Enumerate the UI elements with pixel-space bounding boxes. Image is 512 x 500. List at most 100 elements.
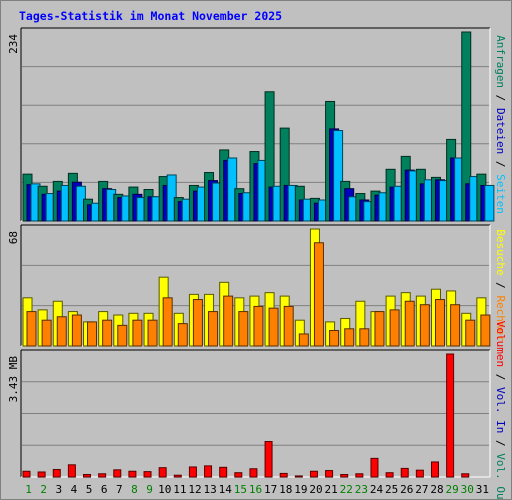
legend-separator: / (494, 276, 507, 296)
bar-volumen (461, 473, 470, 478)
legend-entry: Anfragen (494, 35, 507, 88)
bar-rechner (102, 319, 113, 347)
bar-volumen (340, 473, 349, 478)
x-tick-label: 17 (264, 483, 277, 496)
bar-rechner (344, 328, 355, 347)
x-tick-label: 4 (71, 483, 78, 496)
x-tick-label: 9 (146, 483, 153, 496)
bar-volumen (52, 468, 61, 478)
bar-rechner (298, 333, 309, 347)
legend-entry: Rechner (494, 295, 507, 342)
bar-volumen (204, 465, 213, 478)
x-tick-label: 13 (203, 483, 216, 496)
y-max-label: 3.43 MB (7, 356, 20, 403)
legend-entry: Volumen (494, 321, 507, 367)
bar-volumen (430, 461, 439, 478)
bar-rechner (434, 299, 445, 347)
bar-rechner (87, 321, 98, 347)
legend-separator: / (494, 367, 507, 387)
bar-volumen (370, 457, 379, 478)
bar-volumen (98, 473, 107, 478)
legend-separator: / (494, 433, 507, 453)
chart-title: Tages-Statistik im Monat November 2025 (19, 9, 283, 23)
x-tick-label: 14 (219, 483, 233, 496)
bar-volumen (415, 469, 424, 478)
bar-rechner (329, 330, 340, 347)
bar-rechner (253, 305, 264, 347)
x-tick-label: 29 (446, 483, 459, 496)
bar-rechner (56, 316, 67, 347)
x-tick-label: 31 (476, 483, 489, 496)
legend-entry: Vol. Out (494, 453, 507, 500)
bar-rechner (389, 309, 400, 347)
bar-rechner (26, 311, 37, 347)
x-tick-label: 16 (249, 483, 262, 496)
bar-seiten (484, 184, 495, 222)
legend: Volumen / Vol. In / Vol. Out (494, 321, 507, 500)
bar-volumen (446, 353, 455, 478)
bar-rechner (283, 305, 294, 347)
x-tick-label: 8 (131, 483, 138, 496)
bar-rechner (313, 242, 324, 347)
bar-volumen (385, 472, 394, 478)
x-tick-label: 11 (173, 483, 186, 496)
x-tick-label: 10 (158, 483, 171, 496)
bar-volumen (279, 472, 288, 478)
x-tick-label: 24 (370, 483, 384, 496)
bar-seiten (333, 130, 344, 222)
bar-volumen (83, 473, 92, 478)
bar-rechner (162, 297, 173, 347)
bar-volumen (249, 468, 258, 478)
x-tick-label: 5 (86, 483, 93, 496)
bar-rechner (177, 323, 188, 347)
x-tick-label: 23 (355, 483, 368, 496)
x-tick-label: 22 (340, 483, 353, 496)
x-tick-label: 18 (279, 483, 292, 496)
bar-rechner (359, 328, 370, 347)
x-tick-label: 20 (309, 483, 322, 496)
legend-entry: Dateien (494, 108, 507, 154)
bar-volumen (143, 471, 152, 478)
legend-entry: Seiten (494, 174, 507, 214)
bar-rechner (132, 319, 143, 347)
x-tick-label: 15 (234, 483, 247, 496)
bar-rechner (192, 299, 203, 347)
legend: Anfragen / Dateien / Seiten (494, 35, 507, 214)
bar-rechner (71, 314, 82, 347)
x-tick-label: 21 (325, 483, 338, 496)
bar-volumen (37, 471, 46, 478)
x-tick-label: 1 (25, 483, 32, 496)
x-tick-label: 7 (116, 483, 123, 496)
bar-rechner (374, 311, 385, 347)
bar-rechner (223, 295, 234, 347)
bar-volumen (158, 467, 167, 478)
x-tick-label: 26 (400, 483, 413, 496)
bar-rechner (450, 304, 461, 347)
x-tick-label: 30 (461, 483, 474, 496)
x-tick-label: 12 (188, 483, 201, 496)
x-tick-label: 28 (430, 483, 443, 496)
bar-rechner (268, 307, 279, 347)
x-tick-label: 6 (101, 483, 108, 496)
x-tick-label: 2 (40, 483, 47, 496)
y-max-label: 234 (7, 34, 20, 54)
bar-volumen (113, 469, 122, 478)
legend-entry: Besuche (494, 229, 507, 275)
bar-rechner (208, 311, 219, 347)
bar-rechner (147, 319, 158, 347)
x-tick-label: 27 (415, 483, 428, 496)
x-tick-label: 3 (56, 483, 63, 496)
bar-rechner (465, 319, 476, 347)
bar-rechner (404, 300, 415, 347)
bar-volumen (309, 470, 318, 478)
legend-separator: / (494, 154, 507, 174)
y-max-label: 68 (7, 231, 20, 244)
bar-volumen (294, 475, 303, 478)
x-tick-label: 19 (294, 483, 307, 496)
x-tick-label: 25 (385, 483, 398, 496)
bar-volumen (128, 470, 137, 478)
bar-volumen (188, 466, 197, 478)
bar-volumen (234, 472, 243, 478)
bar-rechner (419, 304, 430, 347)
